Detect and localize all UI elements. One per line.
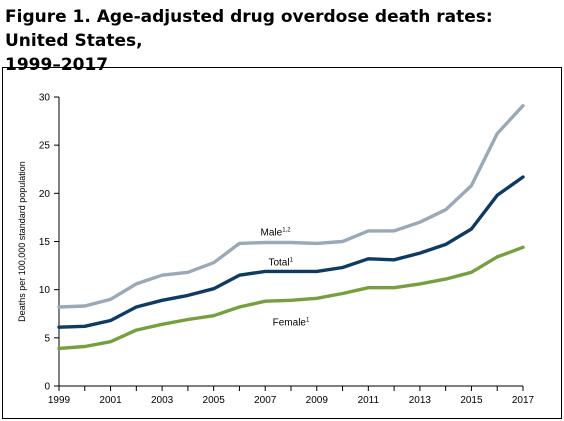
figure-title-line-2: 1999–2017 — [5, 55, 109, 75]
x-tick-label: 2005 — [203, 395, 226, 406]
series-label-male: Male1,2 — [261, 227, 292, 238]
y-axis-title: Deaths per 100,000 standard population — [17, 161, 27, 322]
series-line-male — [57, 104, 525, 309]
series-label-female: Female1 — [273, 317, 310, 328]
y-tick-label: 15 — [39, 237, 51, 248]
series-lines — [57, 104, 525, 351]
x-tick-label: 2011 — [358, 395, 380, 406]
y-tick-label: 10 — [39, 285, 51, 296]
x-tick-label: 2009 — [306, 395, 329, 406]
series-label-total: Total1 — [268, 257, 293, 268]
x-tick-label: 2017 — [512, 395, 535, 406]
x-tick-label: 2007 — [254, 395, 277, 406]
figure-title-line-1: Figure 1. Age-adjusted drug overdose dea… — [5, 7, 493, 51]
y-tick-label: 20 — [39, 189, 51, 200]
series-line-total — [57, 175, 525, 329]
x-tick-label: 1999 — [48, 395, 71, 406]
y-tick-label: 0 — [44, 382, 50, 393]
y-tick-label: 5 — [44, 333, 50, 344]
x-tick-label: 2001 — [99, 395, 122, 406]
line-chart: 0 5 10 15 20 25 30 1999 2001 2003 2005 2007 2009 2011… — [17, 93, 535, 407]
x-tick-label: 2003 — [151, 395, 174, 406]
series-labels: Male1,2 Total1 Female1 — [261, 227, 310, 328]
x-tick-label: 2013 — [409, 395, 432, 406]
series-line-female — [57, 245, 525, 351]
x-tick-label: 2015 — [460, 395, 483, 406]
chart-panel: 0 5 10 15 20 25 30 1999 2001 2003 2005 2007 2009 2011… — [2, 67, 562, 419]
y-tick-label: 25 — [39, 141, 51, 152]
y-tick-label: 30 — [39, 93, 51, 104]
axes: 0 5 10 15 20 25 30 1999 2001 2003 2005 2007 2009 2011… — [17, 93, 535, 407]
figure-title: Figure 1. Age-adjusted drug overdose dea… — [5, 5, 560, 77]
